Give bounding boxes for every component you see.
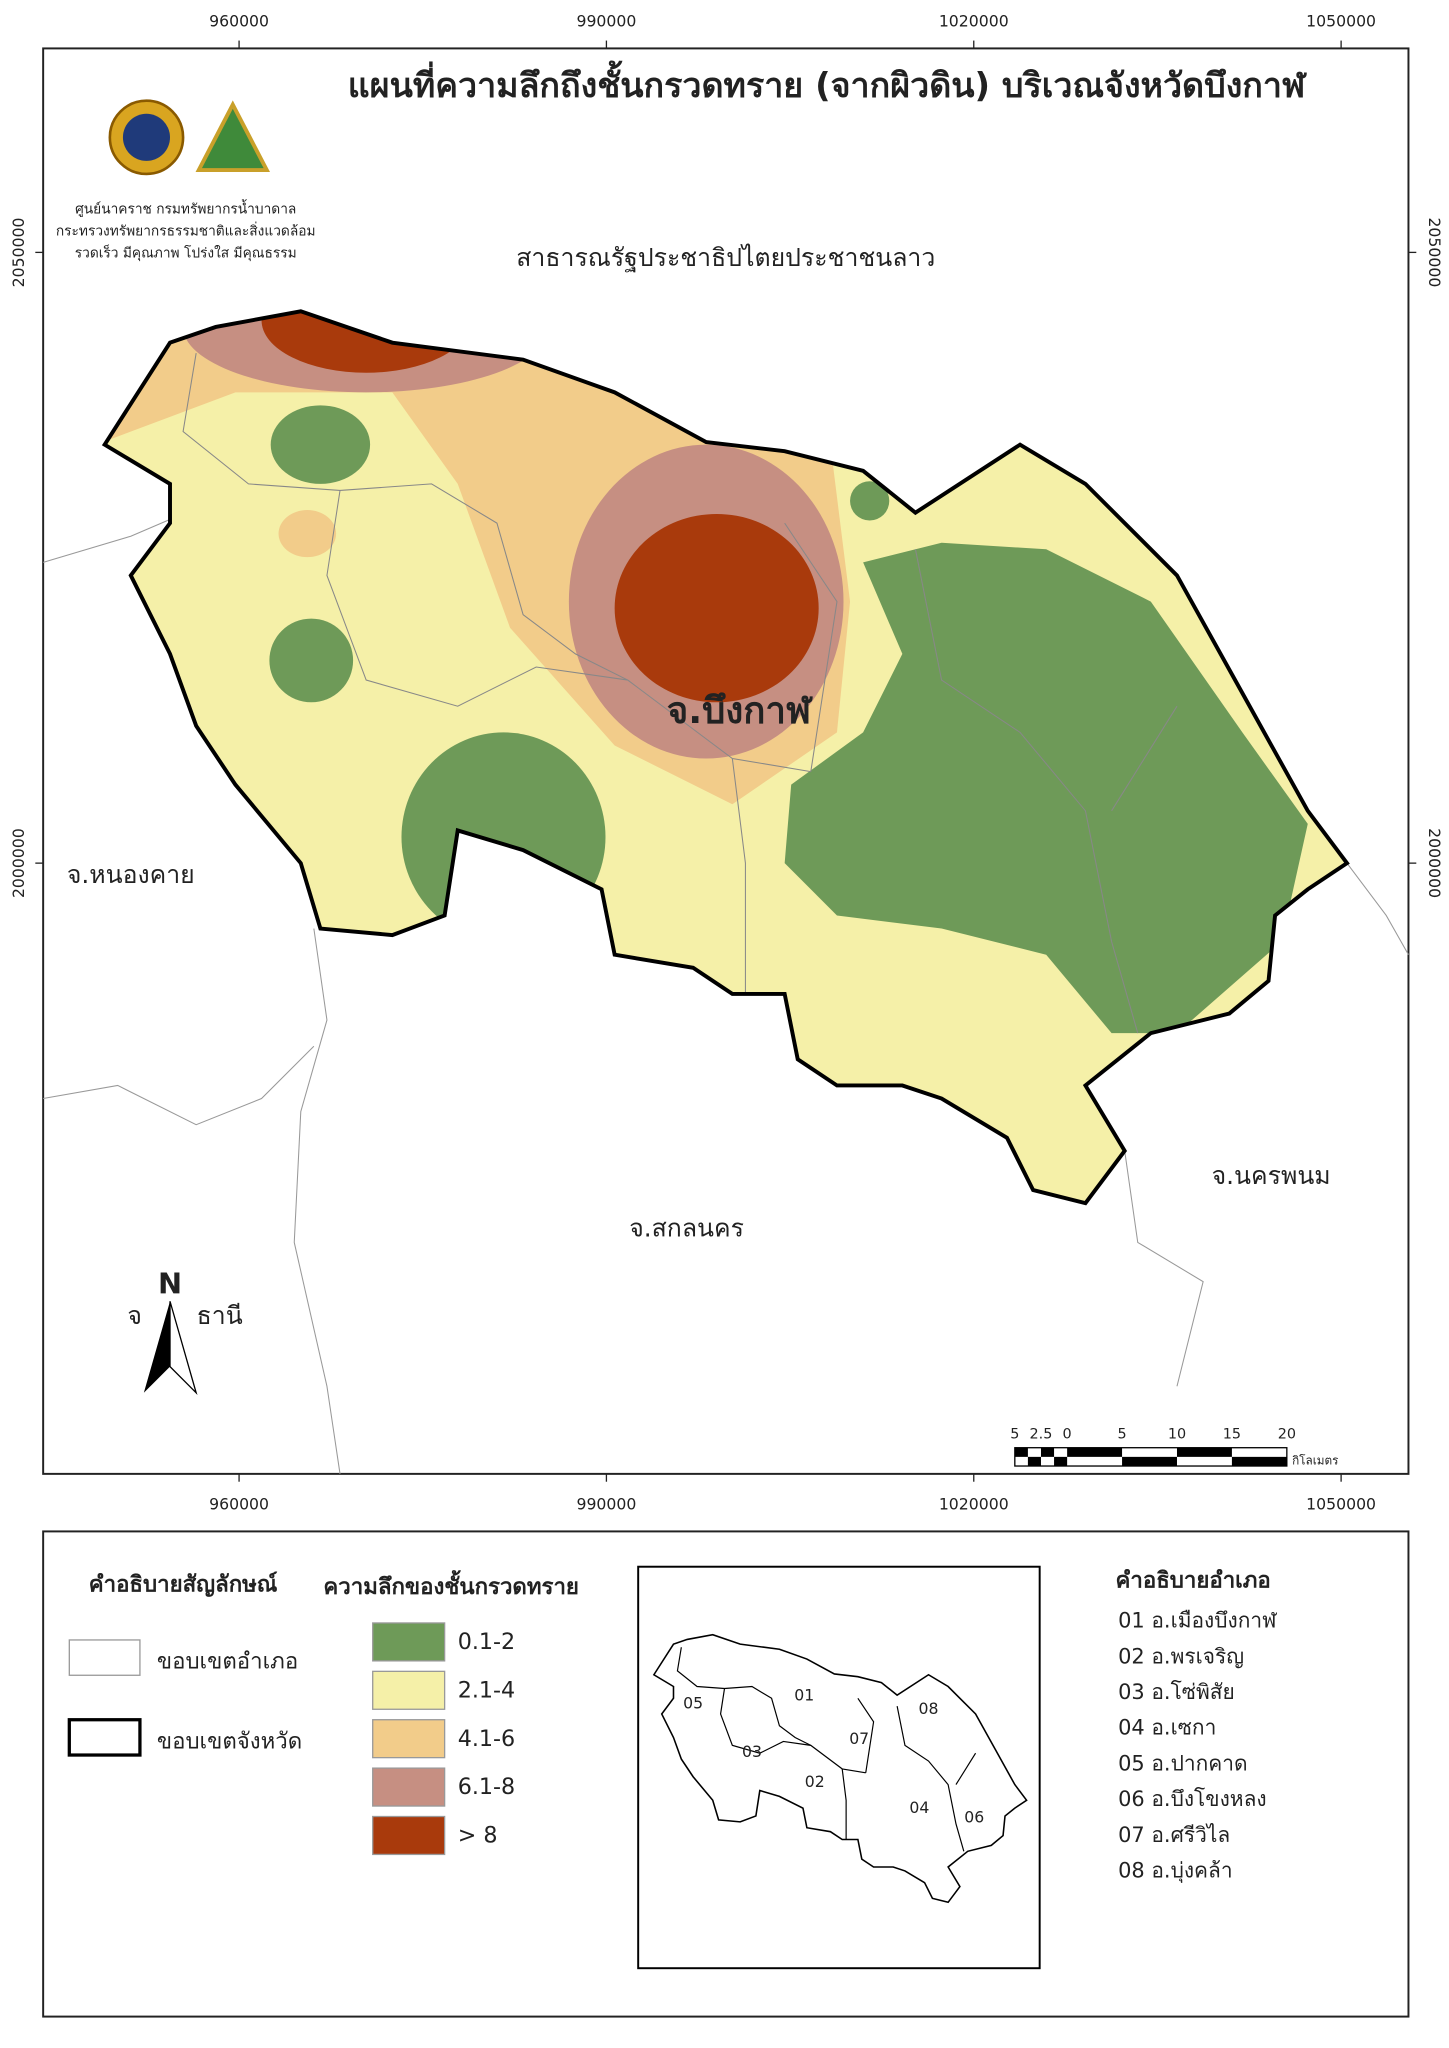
legend-title: คำอธิบายสัญลักษณ์ bbox=[89, 1572, 278, 1598]
organization-line: กระทรวงทรัพยากรธรรมชาติและสิ่งแวดล้อม bbox=[56, 221, 316, 239]
neighbour-boundaries bbox=[43, 516, 1409, 1474]
district-item: 04 อ.เซกา bbox=[1118, 1716, 1216, 1740]
legend-province-line bbox=[67, 1718, 142, 1757]
legend-swatch bbox=[372, 1719, 446, 1759]
legend-label: 0.1-2 bbox=[458, 1629, 516, 1655]
district-item: 05 อ.ปากคาด bbox=[1118, 1751, 1247, 1775]
district-item: 03 อ.โซ่พิสัย bbox=[1118, 1680, 1235, 1704]
north-label: N bbox=[158, 1267, 182, 1301]
scale-bar bbox=[1014, 1447, 1288, 1467]
scale-label: 20 bbox=[1278, 1427, 1296, 1443]
x-tick-label: 960000 bbox=[209, 12, 269, 31]
title: แผนที่ความลึกถึงชั้นกรวดทราย (จากผิวดิน)… bbox=[348, 60, 1307, 106]
legend-label: 6.1-8 bbox=[458, 1774, 516, 1800]
inset-label: 01 bbox=[794, 1686, 814, 1705]
district-item: 02 อ.พรเจริญ bbox=[1118, 1644, 1244, 1668]
x-tick-label: 1020000 bbox=[939, 12, 1009, 31]
district-item: 01 อ.เมืองบึงกาฬ bbox=[1118, 1609, 1277, 1633]
x-tick-label: 1020000 bbox=[939, 1495, 1009, 1514]
place-label: ธานี bbox=[197, 1301, 243, 1330]
x-tick-label: 1050000 bbox=[1306, 1495, 1376, 1514]
district-item: 07 อ.ศรีวิไล bbox=[1118, 1823, 1230, 1847]
legend-label: ขอบเขตจังหวัด bbox=[157, 1728, 302, 1754]
place-label: จ.สกลนคร bbox=[629, 1213, 744, 1242]
x-tick-label: 990000 bbox=[576, 12, 636, 31]
scale-label: 5 bbox=[1010, 1427, 1019, 1443]
inset-label: 08 bbox=[919, 1699, 939, 1718]
legend-swatch bbox=[372, 1767, 446, 1807]
inset-label: 05 bbox=[683, 1694, 703, 1713]
organization-line: ศูนย์นาคราช กรมทรัพยากรน้ำบาดาล bbox=[75, 198, 296, 217]
district-title: คำอธิบายอำเภอ bbox=[1116, 1568, 1271, 1594]
inset-map bbox=[653, 1633, 1028, 1904]
y-tick-label: 2000000 bbox=[1425, 828, 1444, 898]
place-label: สาธารณรัฐประชาธิปไตยประชาชนลาว bbox=[516, 243, 935, 272]
place-label: จ.หนองคาย bbox=[67, 860, 195, 889]
inset-label: 07 bbox=[849, 1729, 869, 1748]
legend-label: 2.1-4 bbox=[458, 1677, 516, 1703]
legend-swatch bbox=[372, 1670, 446, 1710]
inset-label: 04 bbox=[909, 1798, 929, 1817]
inset-label: 03 bbox=[742, 1742, 762, 1761]
scale-label: 15 bbox=[1223, 1427, 1241, 1443]
scale-unit: กิโลเมตร bbox=[1292, 1453, 1338, 1467]
inset-label: 06 bbox=[964, 1807, 984, 1826]
legend-swatch bbox=[372, 1622, 446, 1662]
scale-label: 10 bbox=[1168, 1427, 1186, 1443]
legend-district-line bbox=[68, 1639, 141, 1676]
scale-label: 5 bbox=[1117, 1427, 1126, 1443]
place-label: จ bbox=[127, 1301, 142, 1330]
scale-label: 2.5 bbox=[1030, 1427, 1053, 1443]
y-tick-label: 2050000 bbox=[9, 217, 28, 287]
legend-label: > 8 bbox=[458, 1823, 498, 1849]
legend-label: ขอบเขตอำเภอ bbox=[157, 1649, 298, 1675]
y-tick-label: 2050000 bbox=[1425, 217, 1444, 287]
scale-label: 0 bbox=[1063, 1427, 1072, 1443]
legend-label: 4.1-6 bbox=[458, 1726, 516, 1752]
province-label: จ.บึงกาฬ bbox=[667, 689, 813, 732]
y-tick-label: 2000000 bbox=[9, 828, 28, 898]
district-item: 08 อ.บุ่งคล้า bbox=[1118, 1859, 1232, 1884]
x-tick-label: 990000 bbox=[576, 1495, 636, 1514]
x-tick-label: 960000 bbox=[209, 1495, 269, 1514]
organization-line: รวดเร็ว มีคุณภาพ โปร่งใส มีคุณธรรม bbox=[75, 244, 297, 262]
inset-label: 02 bbox=[805, 1772, 825, 1791]
legend-title: ความลึกของชั้นกรวดทราย bbox=[323, 1569, 579, 1600]
legend-swatch bbox=[372, 1815, 446, 1856]
logos bbox=[108, 99, 271, 176]
legend-frame bbox=[42, 1530, 1410, 2018]
place-label: จ.นครพนม bbox=[1212, 1161, 1331, 1190]
x-tick-label: 1050000 bbox=[1306, 12, 1376, 31]
district-item: 06 อ.บึงโขงหลง bbox=[1118, 1787, 1266, 1811]
